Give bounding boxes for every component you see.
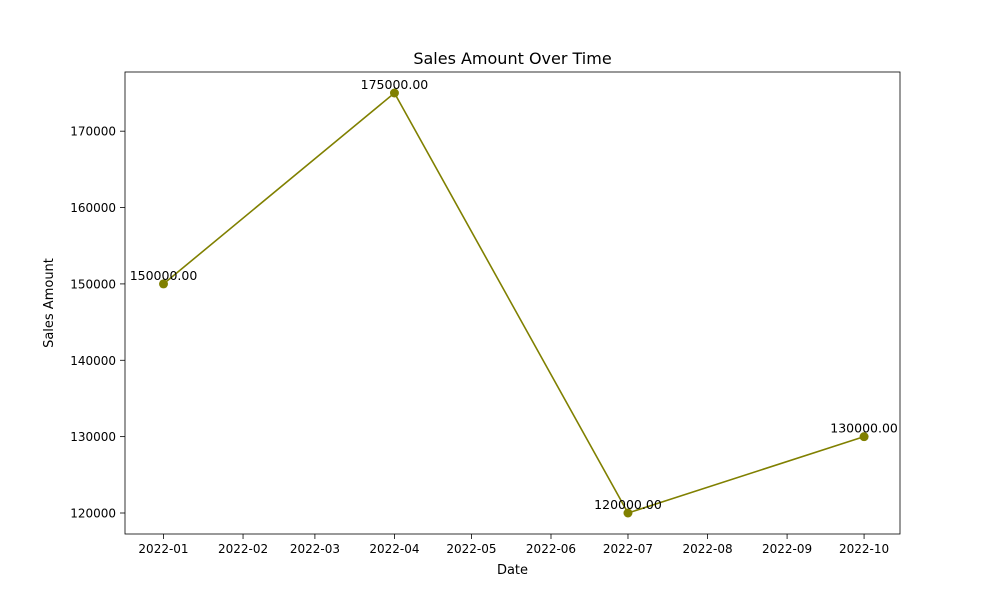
data-label: 150000.00	[130, 268, 198, 283]
data-point	[389, 88, 399, 98]
y-axis-label: Sales Amount	[42, 258, 57, 348]
y-tick-label: 120000	[70, 507, 116, 521]
x-tick-label: 2022-03	[290, 542, 340, 556]
x-tick-label: 2022-04	[369, 542, 419, 556]
x-tick-label: 2022-05	[446, 542, 496, 556]
y-tick-label: 150000	[70, 277, 116, 291]
x-tick-label: 2022-02	[218, 542, 268, 556]
y-tick-label: 160000	[70, 201, 116, 215]
data-label: 175000.00	[361, 77, 429, 92]
data-point	[859, 432, 869, 442]
data-label: 120000.00	[594, 497, 662, 512]
data-label: 130000.00	[830, 421, 898, 436]
x-tick-label: 2022-06	[526, 542, 576, 556]
y-tick-label: 130000	[70, 430, 116, 444]
data-point	[158, 279, 168, 289]
x-tick-label: 2022-10	[839, 542, 889, 556]
x-tick-label: 2022-07	[603, 542, 653, 556]
chart-title: Sales Amount Over Time	[413, 49, 611, 68]
x-tick-label: 2022-08	[682, 542, 732, 556]
x-tick-label: 2022-01	[138, 542, 188, 556]
axes-frame	[124, 71, 901, 535]
data-point	[623, 508, 633, 518]
plot-area: 2022-01 2022-02 2022-03 2022-04 2022-05 2022-…	[70, 71, 901, 556]
series-line	[162, 92, 865, 514]
y-tick-label: 140000	[70, 354, 116, 368]
x-axis-label: Date	[497, 563, 528, 578]
y-tick-label: 170000	[70, 125, 116, 139]
x-tick-label: 2022-09	[762, 542, 812, 556]
